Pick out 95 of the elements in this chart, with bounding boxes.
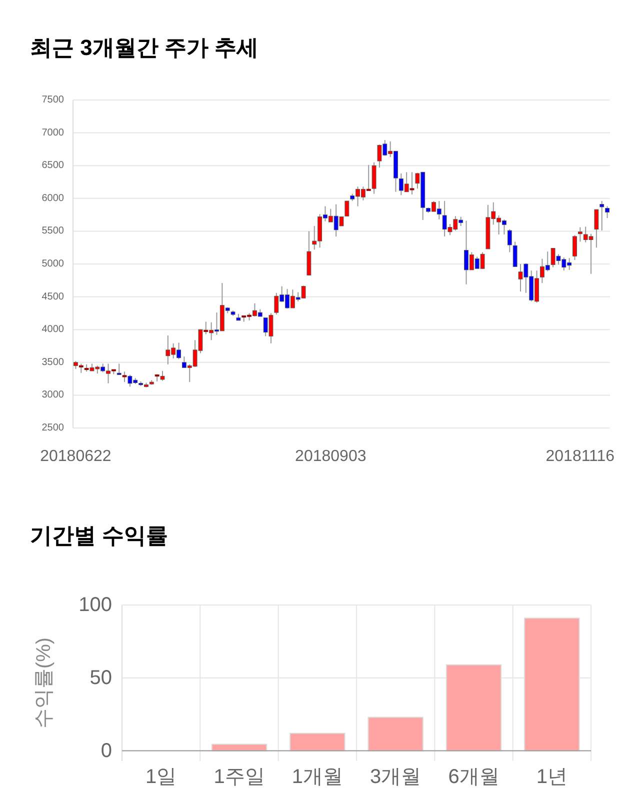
candlestick xyxy=(128,374,132,388)
candlestick xyxy=(502,218,506,235)
x-tick-label: 1년 xyxy=(536,766,568,788)
candlestick xyxy=(274,292,279,316)
candlestick xyxy=(572,234,577,261)
y-tick-label: 6500 xyxy=(42,160,64,172)
candlestick xyxy=(545,251,550,272)
candlestick xyxy=(312,225,317,250)
candlestick xyxy=(594,209,599,248)
candlestick xyxy=(334,204,338,237)
candlestick xyxy=(176,342,181,360)
chart-title: 최근 3개월간 주가 추세 xyxy=(30,35,259,60)
candlestick xyxy=(122,371,127,383)
candlestick xyxy=(540,258,544,284)
candlestick xyxy=(356,186,360,207)
candlestick xyxy=(171,342,176,359)
y-tick-label: 50 xyxy=(90,666,112,689)
candlestick xyxy=(328,208,333,223)
x-tick-label: 20180622 xyxy=(40,448,112,465)
candlestick xyxy=(588,233,594,274)
candlestick xyxy=(209,322,214,341)
candlestick xyxy=(556,254,561,266)
y-tick-label: 3500 xyxy=(42,356,64,368)
y-tick-label: 5000 xyxy=(42,258,64,270)
candlestick xyxy=(78,363,84,374)
candlestick xyxy=(404,172,409,192)
y-tick-label: 100 xyxy=(78,594,112,616)
candlestick xyxy=(507,228,512,253)
candlestick xyxy=(377,144,382,168)
y-tick-label: 7000 xyxy=(42,127,64,138)
x-tick-label: 1일 xyxy=(146,766,177,788)
candlestick xyxy=(204,321,208,335)
candlestick xyxy=(583,226,588,243)
y-tick-label: 0 xyxy=(100,740,112,762)
candlestick xyxy=(453,216,458,232)
candlestick xyxy=(496,214,502,235)
x-tick-label: 1주일 xyxy=(214,766,265,788)
x-tick-label: 20180903 xyxy=(295,448,366,465)
candlestick xyxy=(474,256,480,270)
candlestick xyxy=(166,335,170,365)
candlestick xyxy=(448,223,452,236)
candlestick xyxy=(366,164,371,191)
candlestick xyxy=(182,356,186,368)
candlestick xyxy=(160,370,165,382)
y-tick-label: 2500 xyxy=(42,422,64,434)
candlestick xyxy=(285,288,290,310)
candlestick xyxy=(106,363,110,384)
candlestick xyxy=(534,270,539,304)
x-tick-label: 6개월 xyxy=(448,766,500,788)
candlestick xyxy=(372,162,376,194)
candlestick xyxy=(469,252,474,270)
candlestick xyxy=(360,186,366,201)
candlestick xyxy=(192,340,198,368)
y-axis-title: 수익률(%) xyxy=(33,637,55,729)
candlestick xyxy=(458,216,464,226)
x-tick-label: 20181116 xyxy=(546,448,615,465)
candlestick xyxy=(398,172,404,196)
candlestick xyxy=(605,206,610,219)
y-tick-label: 4500 xyxy=(42,291,64,302)
y-tick-label: 7500 xyxy=(42,94,64,106)
candlestick xyxy=(491,202,496,226)
candlestick xyxy=(268,312,274,344)
candlestick xyxy=(382,140,388,156)
candlestick xyxy=(290,289,295,308)
candlestick xyxy=(524,262,528,294)
candlestick xyxy=(323,206,328,222)
y-tick-label: 5500 xyxy=(42,226,64,237)
candlestick xyxy=(550,248,556,268)
y-tick-label: 3000 xyxy=(42,390,64,401)
chart-title: 기간별 수익률 xyxy=(30,523,168,548)
candlestick xyxy=(567,258,572,270)
candlestick xyxy=(436,200,442,220)
y-tick-label: 6000 xyxy=(42,192,64,204)
candlestick xyxy=(388,140,393,158)
candlestick xyxy=(116,363,122,376)
candlestick xyxy=(415,172,420,190)
candlestick xyxy=(529,270,534,302)
candlestick xyxy=(562,256,566,272)
candlestick xyxy=(187,364,192,383)
candlestick xyxy=(296,292,300,302)
x-tick-label: 1개월 xyxy=(292,766,343,788)
candlestick xyxy=(442,200,447,237)
candlestick xyxy=(512,241,518,268)
candlestick xyxy=(578,226,582,242)
candlestick xyxy=(280,286,284,303)
candlestick xyxy=(214,312,219,336)
x-tick-label: 3개월 xyxy=(370,766,422,788)
candlestick xyxy=(464,220,468,285)
candlestick xyxy=(306,230,312,276)
candlestick xyxy=(410,172,414,195)
candlestick xyxy=(252,302,257,317)
y-tick-label: 4000 xyxy=(42,324,64,336)
candlestick xyxy=(263,317,268,337)
candlestick xyxy=(518,264,523,292)
candlestick xyxy=(600,200,604,232)
